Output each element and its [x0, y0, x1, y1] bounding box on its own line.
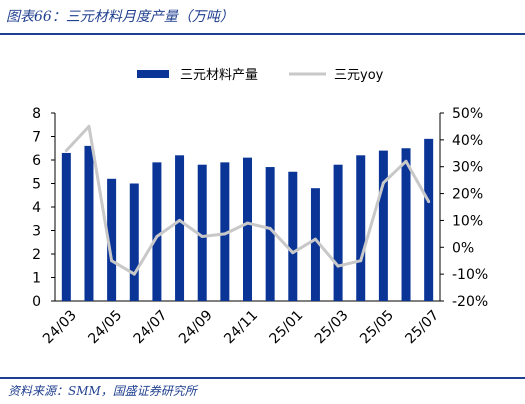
yoy-point-24/12: [268, 226, 272, 230]
right-tick-label: -10%: [452, 267, 488, 283]
legend: 三元材料产量 三元yoy: [137, 68, 384, 83]
left-tick-label: 7: [32, 130, 41, 146]
right-tick-label: 30%: [452, 160, 483, 176]
title-divider: [0, 33, 525, 35]
right-tick-label: 0%: [452, 240, 474, 256]
x-tick-label: 24/07: [131, 307, 171, 347]
bar-25/05: [378, 150, 388, 301]
yoy-point-24/08: [178, 218, 182, 222]
bar-24/10: [220, 162, 230, 301]
bar-24/03: [61, 152, 71, 301]
right-y-tick-labels: -20% -10% 0% 10% 20% 30% 40% 50%: [452, 106, 488, 310]
source-note: 资料来源：SMM，国盛证券研究所: [8, 384, 197, 398]
yoy-point-25/07: [427, 200, 431, 204]
yoy-point-24/03: [64, 149, 68, 153]
footer-divider: [0, 377, 525, 379]
bar-24/12: [265, 167, 275, 301]
right-tick-label: 10%: [452, 213, 483, 229]
bar-24/04: [84, 145, 94, 301]
x-tick-label: 24/11: [221, 307, 261, 347]
right-tick-label: 50%: [452, 106, 483, 122]
x-tick-labels: 24/03 24/05 24/07 24/09 24/11 25/01 25/03 25/05…: [40, 307, 442, 347]
bar-24/06: [129, 183, 139, 301]
x-tick-label: 25/03: [312, 307, 352, 347]
left-tick-label: 2: [32, 247, 41, 263]
x-tick-label: 25/05: [357, 307, 397, 347]
x-tick-label: 25/07: [402, 307, 442, 347]
bar-24/05: [107, 178, 117, 301]
yoy-point-24/09: [200, 235, 204, 239]
left-tick-label: 8: [32, 106, 41, 122]
bar-25/07: [424, 138, 434, 301]
chart-title: 图表66：三元材料月度产量（万吨）: [6, 9, 234, 25]
yoy-point-24/06: [132, 272, 136, 276]
bar-24/09: [197, 164, 207, 301]
x-tick-label: 25/01: [267, 307, 307, 347]
chart: 三元材料产量 三元yoy 24/03 24/05 24/07 24/09 24/11 25…: [32, 68, 488, 347]
right-tick-label: 40%: [452, 133, 483, 149]
left-tick-label: 6: [32, 153, 41, 169]
left-y-tick-labels: 0 1 2 3 4 5 6 7 8: [32, 106, 41, 310]
bar-24/08: [175, 155, 185, 301]
yoy-point-25/01: [291, 251, 295, 255]
bar-series: [61, 138, 434, 301]
yoy-point-25/02: [313, 237, 317, 241]
yoy-point-25/05: [381, 181, 385, 185]
yoy-point-24/10: [223, 232, 227, 236]
left-tick-label: 1: [32, 271, 41, 287]
bar-25/04: [356, 155, 366, 301]
line-series: [64, 124, 431, 276]
yoy-point-24/05: [110, 259, 114, 263]
bar-25/01: [288, 171, 298, 301]
legend-line-label: 三元yoy: [334, 68, 384, 83]
bar-24/11: [243, 157, 252, 301]
left-tick-label: 4: [32, 200, 41, 216]
right-tick-label: 20%: [452, 187, 483, 203]
yoy-point-25/06: [404, 159, 408, 163]
bar-25/06: [401, 148, 411, 301]
x-tick-label: 24/05: [85, 307, 125, 347]
bar-25/03: [333, 164, 343, 301]
yoy-point-25/03: [336, 264, 340, 268]
left-tick-label: 0: [32, 294, 41, 310]
yoy-point-24/04: [87, 124, 91, 128]
bar-24/07: [152, 162, 162, 301]
legend-bar-label: 三元材料产量: [180, 68, 258, 83]
yoy-point-24/07: [155, 235, 159, 239]
yoy-point-24/11: [246, 221, 249, 225]
left-tick-label: 5: [32, 177, 41, 193]
legend-bar-swatch: [137, 70, 169, 78]
right-tick-label: -20%: [452, 294, 488, 310]
left-tick-label: 3: [32, 224, 41, 240]
x-tick-label: 24/03: [40, 307, 80, 347]
bar-25/02: [310, 188, 320, 301]
x-tick-label: 24/09: [176, 307, 216, 347]
yoy-point-25/04: [359, 259, 363, 263]
